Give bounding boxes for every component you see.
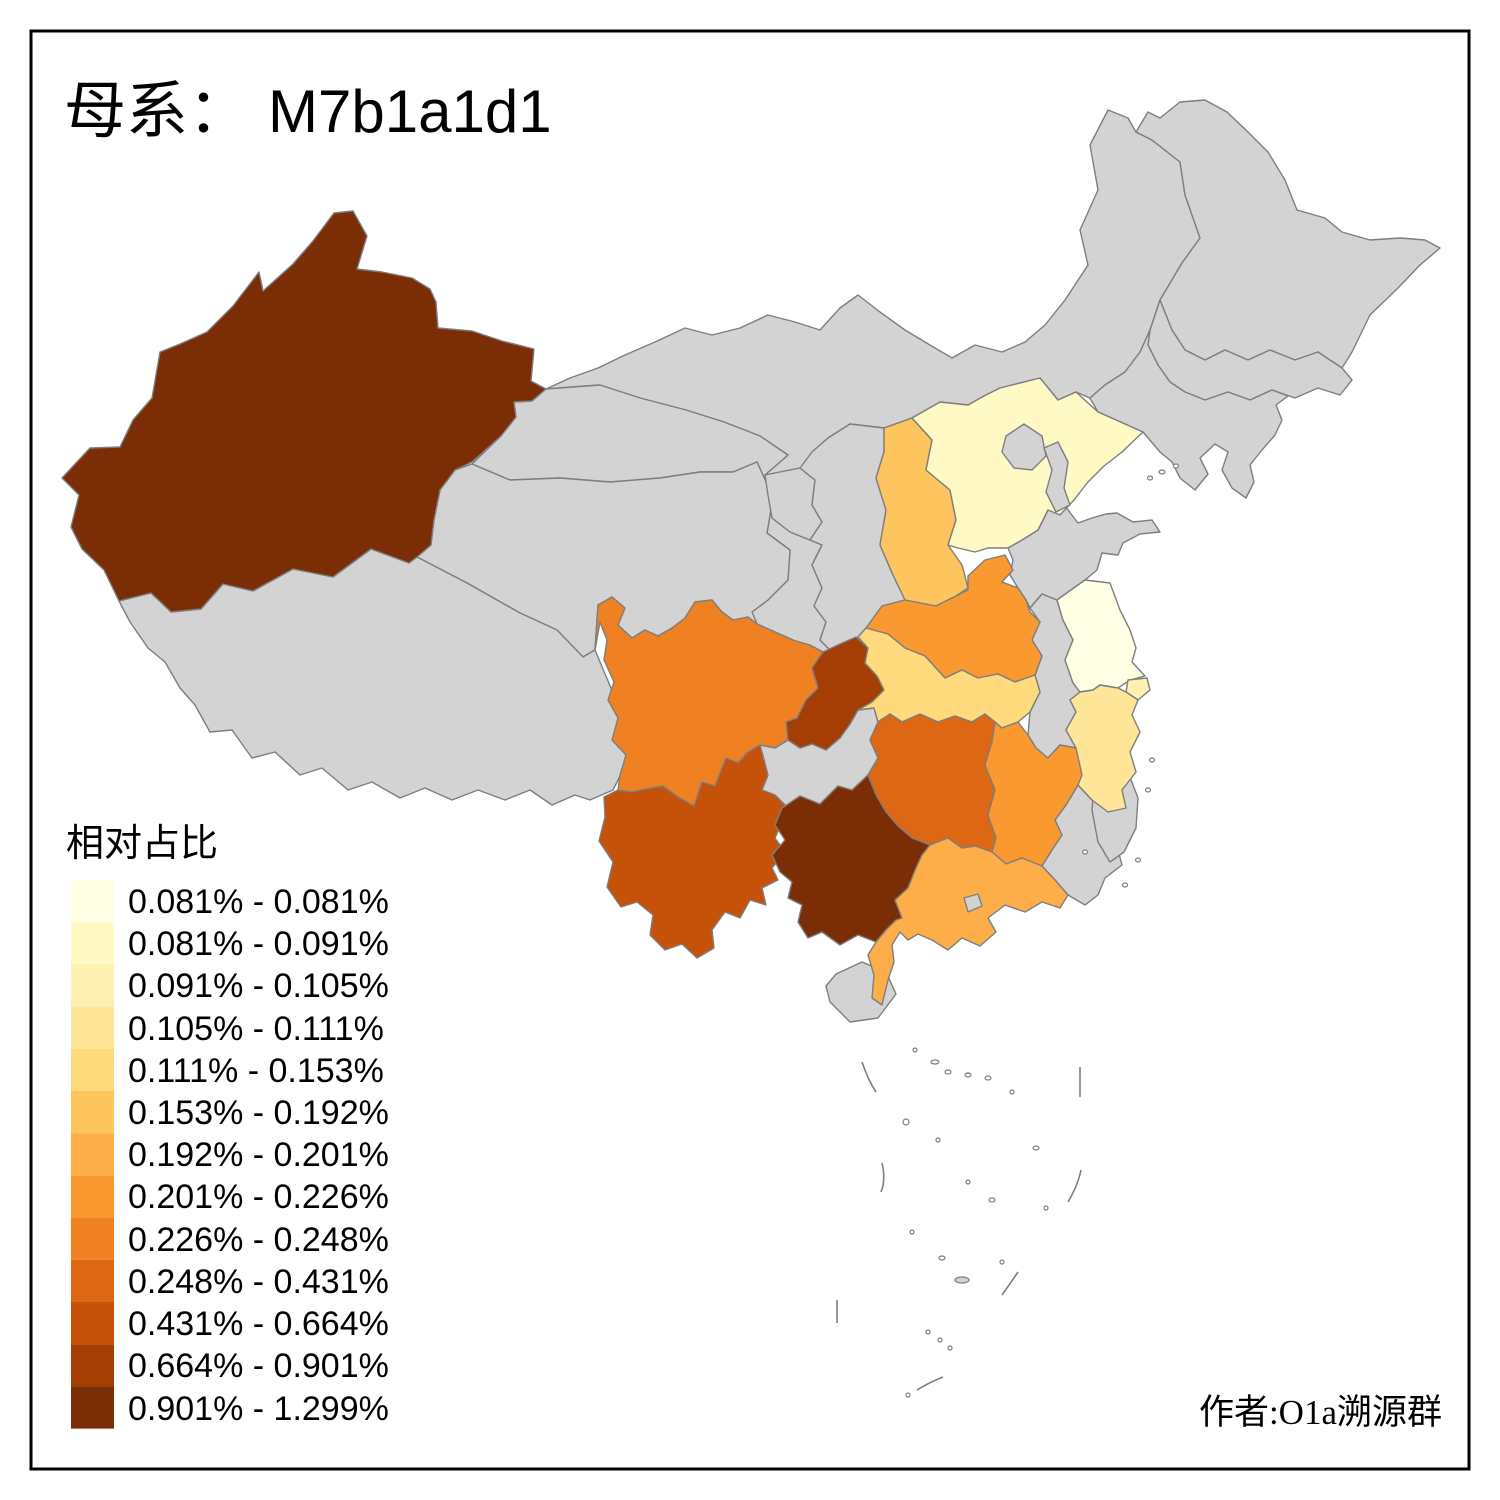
- legend-swatch-6: [71, 1091, 114, 1134]
- province-zhejiang: [1065, 684, 1141, 813]
- province-heilongjiang: [1135, 99, 1441, 369]
- legend-swatch-2: [71, 922, 114, 965]
- legend-swatch-11: [71, 1302, 114, 1345]
- legend-swatch-5: [71, 1048, 114, 1091]
- legend-label-13: 0.901% - 1.299%: [128, 1390, 389, 1428]
- legend-swatch-8: [71, 1175, 114, 1218]
- province-guangdong: [867, 837, 1069, 1006]
- province-yunnan: [598, 744, 787, 959]
- legend-title: 相对占比: [66, 823, 218, 865]
- legend-swatch-10: [71, 1259, 114, 1302]
- sea-dash-line: [880, 1162, 885, 1193]
- legend-label-10: 0.248% - 0.431%: [128, 1263, 389, 1301]
- legend-label-1: 0.081% - 0.081%: [128, 883, 389, 921]
- legend-swatch-7: [71, 1133, 114, 1176]
- sea-dash-line: [861, 1061, 877, 1093]
- province-hongkong: [963, 893, 983, 913]
- legend-swatch-9: [71, 1217, 114, 1260]
- legend-swatch-4: [71, 1006, 114, 1049]
- province-shanghai: [1125, 677, 1151, 701]
- sea-dash-line: [916, 1376, 944, 1391]
- figure-frame: [29, 29, 1471, 1471]
- province-beijing: [1001, 423, 1047, 471]
- sea-dash-line: [1067, 1169, 1082, 1203]
- province-jiangsu: [1056, 579, 1146, 693]
- legend-label-8: 0.201% - 0.226%: [128, 1178, 389, 1216]
- legend-swatch-12: [71, 1344, 114, 1387]
- legend-swatch-3: [71, 964, 114, 1007]
- page-title-haplogroup: M7b1a1d1: [268, 78, 552, 145]
- legend-label-5: 0.111% - 0.153%: [128, 1052, 384, 1090]
- legend-swatch-13: [71, 1386, 114, 1429]
- sea-dash-line: [1001, 1271, 1019, 1296]
- legend-label-7: 0.192% - 0.201%: [128, 1136, 389, 1174]
- legend-label-3: 0.091% - 0.105%: [128, 967, 389, 1005]
- sea-islands-group: [836, 463, 1180, 1398]
- province-xinjiang: [61, 210, 547, 613]
- legend-label-11: 0.431% - 0.664%: [128, 1305, 389, 1343]
- province-tianjin: [1043, 441, 1071, 513]
- attribution-text: 作者:O1a溯源群: [1199, 1393, 1442, 1432]
- legend: 相对占比 0.081% - 0.081% 0.081% - 0.091% 0.0…: [66, 823, 389, 1429]
- legend-label-6: 0.153% - 0.192%: [128, 1094, 389, 1132]
- province-jiangxi: [984, 721, 1083, 867]
- legend-label-12: 0.664% - 0.901%: [128, 1347, 389, 1385]
- map-layer: [61, 99, 1441, 1023]
- legend-label-9: 0.226% - 0.248%: [128, 1221, 389, 1259]
- province-liaoning: [1089, 329, 1289, 499]
- legend-label-4: 0.105% - 0.111%: [128, 1010, 384, 1048]
- legend-label-2: 0.081% - 0.091%: [128, 925, 389, 963]
- page-title-prefix: 母系：: [64, 78, 250, 146]
- legend-swatch-1: [71, 880, 114, 923]
